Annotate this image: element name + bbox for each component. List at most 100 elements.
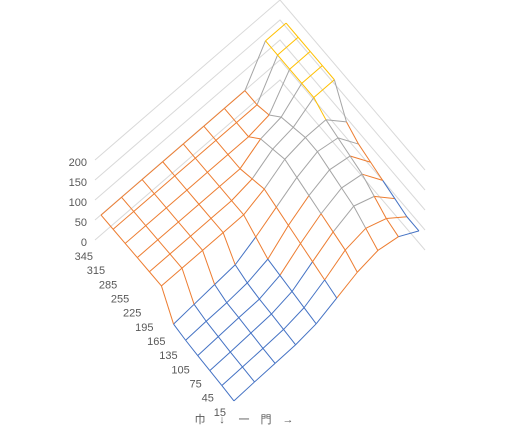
surface-wire xyxy=(244,40,266,91)
depth-tick-label: 195 xyxy=(135,322,153,334)
surface-wire xyxy=(227,154,241,170)
surface-wire xyxy=(173,323,187,341)
surface-wire xyxy=(291,261,313,292)
surface-wire xyxy=(277,36,299,56)
surface-wire xyxy=(377,236,399,251)
surface-wire xyxy=(315,297,338,325)
surface-wire xyxy=(260,138,274,150)
surface-wire xyxy=(356,250,379,273)
surface-wire xyxy=(141,161,164,180)
surface-wire xyxy=(149,253,171,273)
surface-wire xyxy=(182,125,205,145)
surface-wire xyxy=(219,186,232,201)
surface-wire xyxy=(242,348,264,368)
surface-wire xyxy=(157,221,179,241)
surface-wire xyxy=(100,196,122,216)
surface-wire xyxy=(133,211,147,226)
surface-wire xyxy=(365,228,379,251)
surface-wire xyxy=(219,168,241,187)
depth-tick-label: 15 xyxy=(214,407,226,419)
surface-wire xyxy=(301,83,315,98)
wall-grid-line xyxy=(94,39,426,211)
surface-wire xyxy=(207,171,220,187)
surface-wire xyxy=(256,54,279,105)
surface-wire xyxy=(203,108,225,127)
surface-wire xyxy=(303,307,317,325)
surface-wire xyxy=(382,180,396,199)
surface-wire xyxy=(280,116,294,128)
surface-wire xyxy=(229,351,243,368)
surface-wire xyxy=(268,68,291,116)
depth-tick-label: 45 xyxy=(202,393,214,405)
wall-grid-line xyxy=(94,19,426,191)
surface-wire xyxy=(217,317,240,338)
surface-wire xyxy=(275,206,289,226)
surface-wire xyxy=(386,216,407,220)
surface-wire xyxy=(169,253,183,269)
surface-wire xyxy=(358,143,372,163)
surface-wire xyxy=(255,236,269,260)
surface-wire xyxy=(222,232,236,265)
surface-wire xyxy=(202,232,224,251)
surface-wire xyxy=(344,227,367,251)
surface-wire xyxy=(267,258,281,276)
surface-wire xyxy=(157,239,171,255)
surface-wire xyxy=(238,317,252,334)
surface-wire xyxy=(262,348,276,364)
surface-wire xyxy=(222,214,245,233)
surface-wire xyxy=(112,228,126,244)
surface-wire xyxy=(269,114,282,118)
surface-wire xyxy=(153,175,176,195)
surface-wire xyxy=(353,205,367,229)
surface-wire xyxy=(124,225,147,244)
surface-wire xyxy=(283,329,297,346)
surface-wire xyxy=(283,307,305,330)
surface-wire xyxy=(296,177,310,196)
depth-tick-label: 345 xyxy=(75,251,93,263)
surface-wire xyxy=(205,302,228,322)
surface-wire xyxy=(226,302,240,318)
surface-wire xyxy=(258,298,272,315)
surface-wire xyxy=(231,200,245,216)
surface-wire xyxy=(239,138,262,169)
wall-grid-line xyxy=(94,79,426,251)
surface-wire xyxy=(223,108,237,123)
z-tick-label: 50 xyxy=(75,217,87,229)
surface-wire xyxy=(246,258,269,284)
depth-tick-label: 75 xyxy=(190,378,202,390)
surface-wire xyxy=(258,274,281,300)
surface-wire xyxy=(308,169,330,196)
surface-wire xyxy=(162,161,176,177)
surface-wire xyxy=(317,137,339,153)
z-tick-label: 200 xyxy=(69,157,87,169)
surface-wire xyxy=(226,282,248,304)
surface-wire xyxy=(313,79,335,98)
surface-wire xyxy=(210,200,232,219)
surface-wire xyxy=(162,143,184,163)
surface-wire xyxy=(182,143,196,159)
surface-wire xyxy=(238,298,260,319)
surface-wire xyxy=(272,148,286,160)
surface-wire xyxy=(221,385,235,402)
surface-wire xyxy=(236,122,249,138)
surface-wire xyxy=(289,68,303,84)
surface-wire xyxy=(279,275,293,292)
surface-wire xyxy=(337,137,359,145)
surface-wire xyxy=(193,304,207,322)
surface-wire xyxy=(145,207,167,227)
surface-wire xyxy=(346,121,359,145)
surface-wire xyxy=(256,104,270,116)
surface-wire xyxy=(344,249,358,273)
surface-wire xyxy=(246,282,260,300)
z-tick-label: 100 xyxy=(69,197,87,209)
surface-wire xyxy=(297,36,311,52)
surface-wire xyxy=(124,243,138,258)
surface-wire xyxy=(374,195,395,200)
surface-wire xyxy=(230,332,252,353)
depth-tick-label: 105 xyxy=(171,364,189,376)
surface-wire xyxy=(262,329,284,349)
surface-wire xyxy=(186,171,208,191)
depth-tick-label: 225 xyxy=(123,308,141,320)
surface-wire xyxy=(178,203,200,223)
